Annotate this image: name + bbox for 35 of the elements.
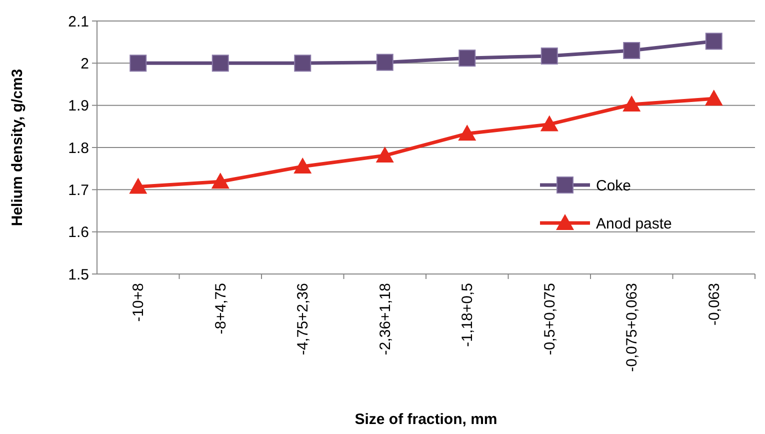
y-tick-label: 1.9 [68, 98, 89, 115]
x-tick-label: -4,75+2,36 [294, 283, 312, 356]
point [376, 146, 394, 163]
x-tick-label: -8+4,75 [212, 283, 230, 334]
point [376, 54, 394, 71]
legend-label: Coke [596, 177, 632, 194]
point [540, 48, 558, 64]
point [211, 172, 230, 189]
x-tick-label: -0,5+0,075 [541, 283, 558, 356]
y-tick-label: 1.6 [68, 224, 89, 242]
y-tick-label: 2 [80, 55, 89, 72]
point [704, 90, 723, 106]
point [130, 54, 147, 72]
y-tick-label: 1.8 [68, 140, 89, 157]
point [540, 115, 558, 132]
point [705, 32, 722, 50]
point [129, 178, 148, 194]
y-tick-label: 1.7 [68, 182, 89, 199]
x-tick-label: -0,075+0,063 [624, 283, 641, 372]
point [294, 157, 312, 174]
x-tick-label: -2,36+1,18 [376, 283, 394, 356]
y-tick-label: 1.5 [68, 266, 89, 284]
point [458, 124, 476, 141]
x-tick-label: -1,18+0,5 [459, 283, 476, 347]
point [623, 42, 640, 60]
point [212, 54, 229, 72]
x-axis-title: Size of fraction, mm [354, 411, 498, 428]
x-tick-label: -0,063 [706, 283, 723, 326]
point [458, 50, 476, 67]
y-tick-label: 2.1 [68, 13, 89, 30]
x-tick-label: -10+8 [130, 283, 148, 322]
y-axis-title: Helium density, g/cm3 [9, 68, 26, 226]
point [294, 54, 312, 72]
legend-label: Anod paste [596, 215, 672, 232]
point [622, 95, 641, 112]
